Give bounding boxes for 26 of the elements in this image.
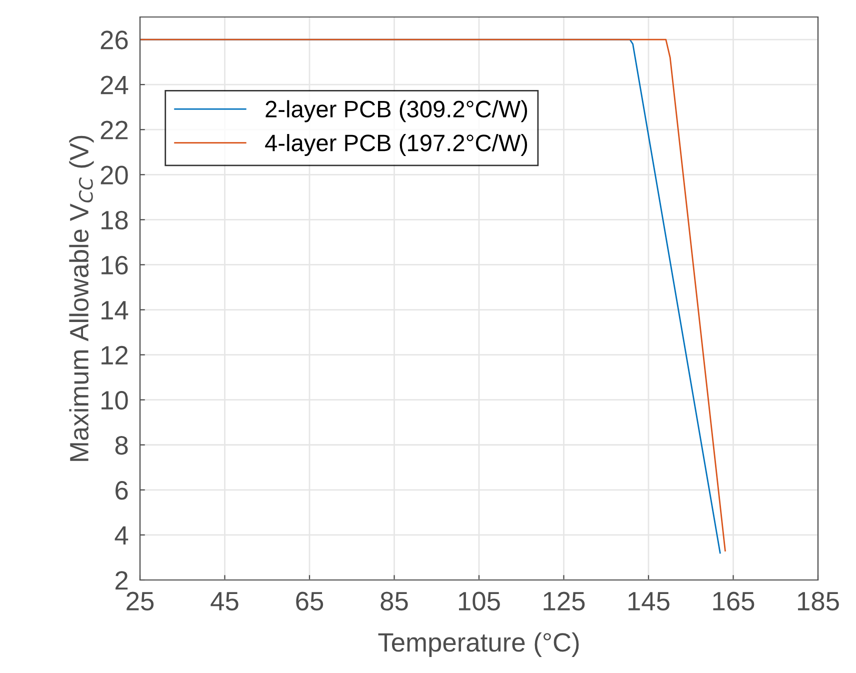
y-tick-label: 10 (102, 390, 128, 410)
x-tick-label: 145 (628, 592, 670, 610)
legend-label: 4-layer PCB (197.2°C/W) (265, 134, 528, 156)
y-tick-label: 16 (102, 256, 128, 275)
y-tick-label: 2 (116, 571, 128, 590)
x-tick-label: 45 (210, 592, 238, 610)
y-tick-label: 26 (100, 30, 128, 50)
x-tick-label: 185 (798, 592, 839, 610)
x-tick-label: 25 (126, 592, 154, 610)
y-tick-label: 18 (102, 210, 128, 230)
x-tick-label: 165 (713, 592, 754, 610)
x-tick-label: 85 (380, 592, 408, 610)
y-tick-label: 14 (102, 301, 128, 320)
y-tick-label: 20 (100, 166, 128, 184)
legend-label: 2-layer PCB (309.2°C/W) (266, 100, 528, 122)
x-tick-label: 125 (544, 592, 585, 610)
y-tick-label: 12 (102, 346, 128, 364)
y-tick-label: 8 (115, 436, 128, 455)
x-tick-label: 65 (296, 592, 324, 610)
x-axis-title: Temperature (°C) (378, 632, 579, 657)
y-axis-title: Maximum Allowable V$_{CC}$ (V) (69, 136, 94, 461)
x-tick-label: 105 (459, 592, 500, 610)
y-tick-label: 22 (100, 120, 128, 140)
y-tick-label: 6 (116, 481, 128, 500)
y-tick-label: 4 (114, 526, 128, 545)
y-tick-label: 24 (100, 76, 128, 94)
